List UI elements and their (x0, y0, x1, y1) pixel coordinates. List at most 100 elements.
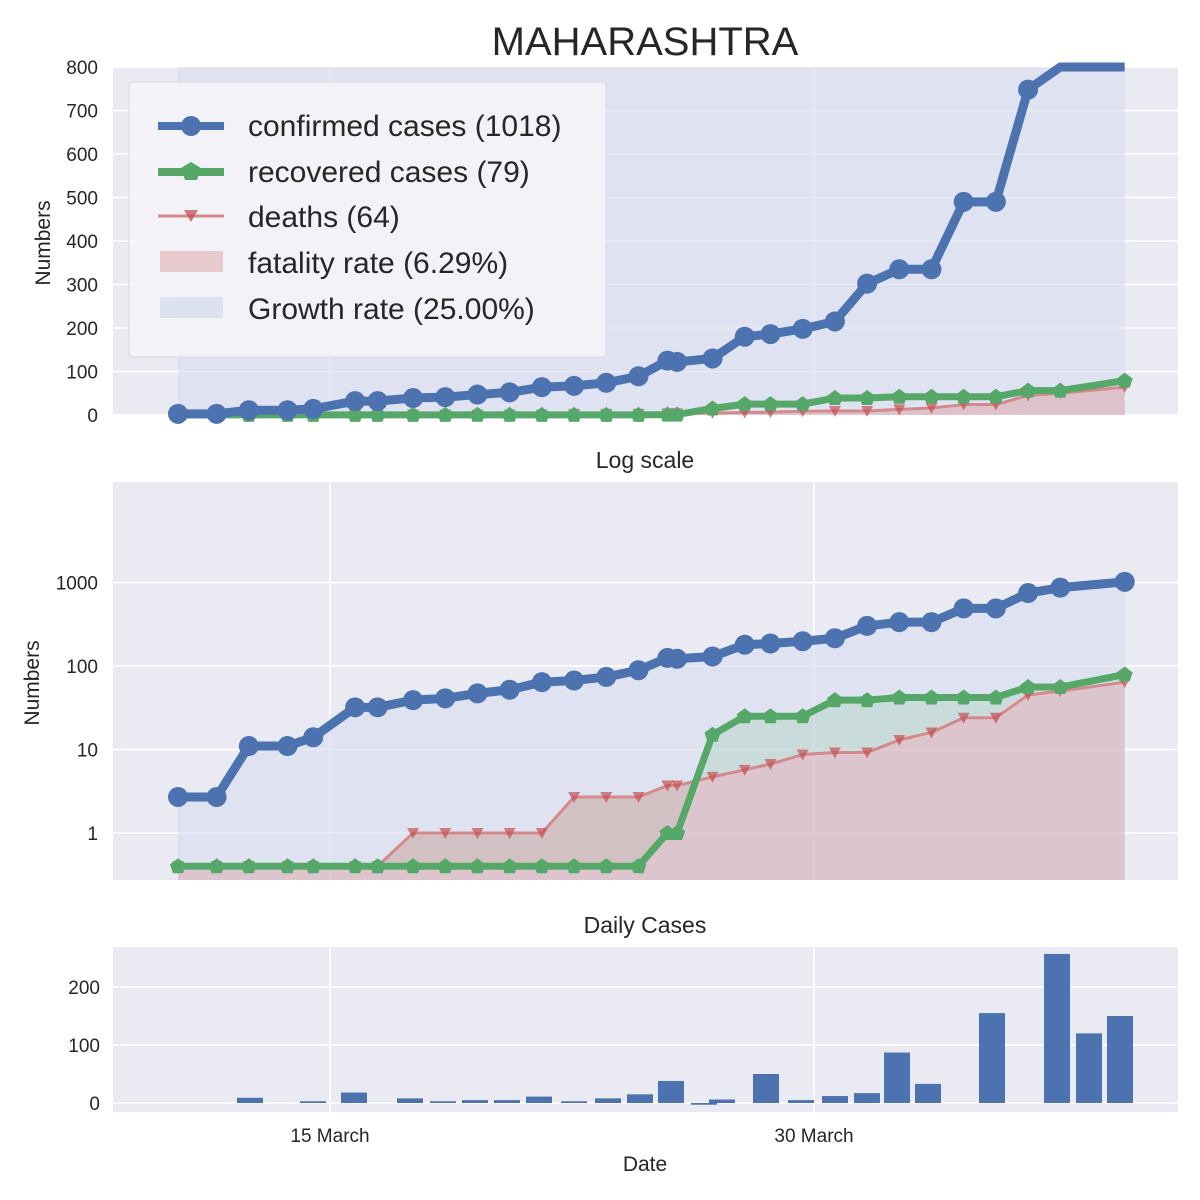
linear-series (168, 62, 1133, 424)
log-y-axis-label: Numbers (21, 640, 44, 725)
log-recovered-point (240, 858, 257, 874)
linear-recovered-point (704, 400, 721, 416)
linear-deaths-point (828, 405, 841, 417)
log-confirmed-point (760, 633, 781, 654)
fatality-rate-fill (178, 387, 1125, 415)
log-deaths-point (925, 727, 938, 739)
log-confirmed-point (238, 736, 259, 757)
linear-recovered-point (891, 388, 908, 404)
log-recovered-point (987, 689, 1004, 705)
log-deaths-point (828, 747, 841, 759)
log-confirmed-point (921, 612, 942, 633)
log-recovered-point (347, 858, 364, 874)
log-fatality-fill (178, 682, 1125, 880)
daily-bar (1107, 1016, 1133, 1103)
log-confirmed-point (403, 690, 424, 711)
log-recovered-point (1052, 679, 1069, 695)
log-recovered-point (669, 825, 686, 840)
linear-confirmed-point (531, 377, 552, 398)
log-confirmed-point (985, 598, 1006, 619)
log-confirmed-point (1050, 577, 1071, 598)
linear-confirmed-point (435, 387, 456, 408)
linear-y-tick-label: 0 (87, 406, 98, 427)
linear-y-tick-label: 500 (66, 189, 98, 210)
log-recovered-point (630, 858, 647, 874)
linear-confirmed-point (857, 273, 878, 294)
daily-bar (854, 1093, 880, 1103)
log-y-tick-label: 100 (66, 657, 98, 678)
log-recovered-point (826, 692, 843, 708)
log-deaths-point (600, 791, 613, 803)
daily-bar (979, 1013, 1005, 1103)
log-recovered-point (1116, 666, 1133, 682)
log-recovered-point (1020, 679, 1037, 695)
linear-recovered-point (762, 396, 779, 412)
log-recovered-deaths-fill (178, 674, 1125, 867)
linear-recovered-point (736, 396, 753, 412)
log-deaths-point (706, 771, 719, 783)
log-confirmed-point (499, 679, 520, 700)
linear-recovered-point (501, 406, 518, 422)
linear-recovered-point (859, 390, 876, 406)
linear-recovered-point (987, 388, 1004, 404)
log-confirmed-point (345, 697, 366, 718)
log-confirmed-point (702, 646, 723, 667)
log-confirmed-point (531, 672, 552, 693)
legend-confirmed-marker (181, 116, 201, 136)
linear-confirmed-point (403, 388, 424, 409)
legend-deaths-label: deaths (64) (248, 201, 400, 234)
log-panel-title: Log scale (596, 447, 694, 473)
linear-recovered-point (405, 406, 422, 422)
log-deaths-point (439, 828, 452, 839)
linear-recovered-point (566, 406, 583, 422)
daily-x-ticks: 15 March 30 March (290, 1126, 853, 1147)
linear-confirmed-point (792, 318, 813, 339)
linear-confirmed-point (168, 403, 188, 424)
linear-confirmed-point (303, 398, 324, 419)
log-confirmed-point (206, 786, 227, 807)
log-deaths-point (661, 780, 674, 792)
linear-confirmed-point (985, 191, 1006, 212)
log-deaths-point (568, 791, 581, 803)
linear-confirmed-point (564, 375, 585, 396)
daily-bar (341, 1092, 367, 1103)
log-recovered-point (923, 689, 940, 705)
daily-bar (1076, 1033, 1102, 1103)
linear-confirmed-point (760, 324, 781, 345)
linear-confirmed-point (206, 403, 227, 424)
log-deaths-point (503, 828, 516, 839)
log-confirmed-point (277, 736, 298, 757)
log-confirmed-point (734, 634, 755, 655)
linear-confirmed-point (734, 326, 755, 347)
legend-deaths-marker (184, 210, 198, 222)
log-recovered-point (736, 708, 753, 724)
log-recovered-point (533, 858, 550, 874)
linear-y-tick-label: 100 (66, 363, 98, 384)
linear-recovered-point (347, 406, 364, 422)
daily-bar (788, 1100, 814, 1103)
legend-growth-swatch (160, 297, 223, 318)
log-recovered-point (859, 692, 876, 708)
linear-y-tick-label: 400 (66, 232, 98, 253)
log-recovered-point (208, 858, 225, 874)
log-recovered-point (369, 858, 386, 874)
linear-confirmed-point (277, 400, 298, 421)
daily-bar (915, 1083, 941, 1103)
linear-recovered-point (1020, 382, 1037, 398)
log-deaths-point (989, 712, 1002, 724)
daily-bar (526, 1096, 552, 1103)
log-deaths-point (535, 828, 548, 839)
log-recovered-point (405, 858, 422, 874)
linear-confirmed-point (921, 259, 942, 280)
linear-confirmed-point (702, 348, 723, 369)
log-confirmed-point (667, 648, 688, 669)
log-deaths-point (471, 828, 484, 839)
linear-recovered-point (955, 388, 972, 404)
linear-confirmed-point (345, 391, 366, 412)
daily-y-tick-label: 0 (89, 1094, 100, 1115)
linear-y-axis-label: Numbers (32, 200, 55, 285)
x-axis-label: Date (623, 1153, 667, 1176)
log-y-tick-label: 10 (77, 741, 98, 762)
log-recovered-point (501, 858, 518, 874)
log-y-ticks: 1 10 100 1000 (56, 574, 98, 846)
